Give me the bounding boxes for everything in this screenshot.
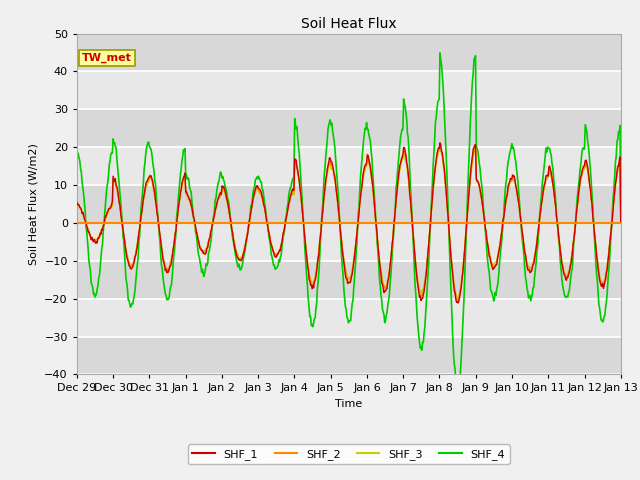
Bar (77, 299, 621, 336)
Bar (77, 72, 621, 109)
Bar (77, 185, 621, 223)
Y-axis label: Soil Heat Flux (W/m2): Soil Heat Flux (W/m2) (29, 143, 38, 265)
Legend: SHF_1, SHF_2, SHF_3, SHF_4: SHF_1, SHF_2, SHF_3, SHF_4 (188, 444, 509, 464)
X-axis label: Time: Time (335, 399, 362, 409)
Bar (77, 147, 621, 185)
Title: Soil Heat Flux: Soil Heat Flux (301, 17, 397, 31)
Bar (77, 261, 621, 299)
Bar (77, 34, 621, 72)
Bar (77, 336, 621, 374)
Bar (77, 109, 621, 147)
Text: TW_met: TW_met (82, 53, 132, 63)
Bar (77, 223, 621, 261)
